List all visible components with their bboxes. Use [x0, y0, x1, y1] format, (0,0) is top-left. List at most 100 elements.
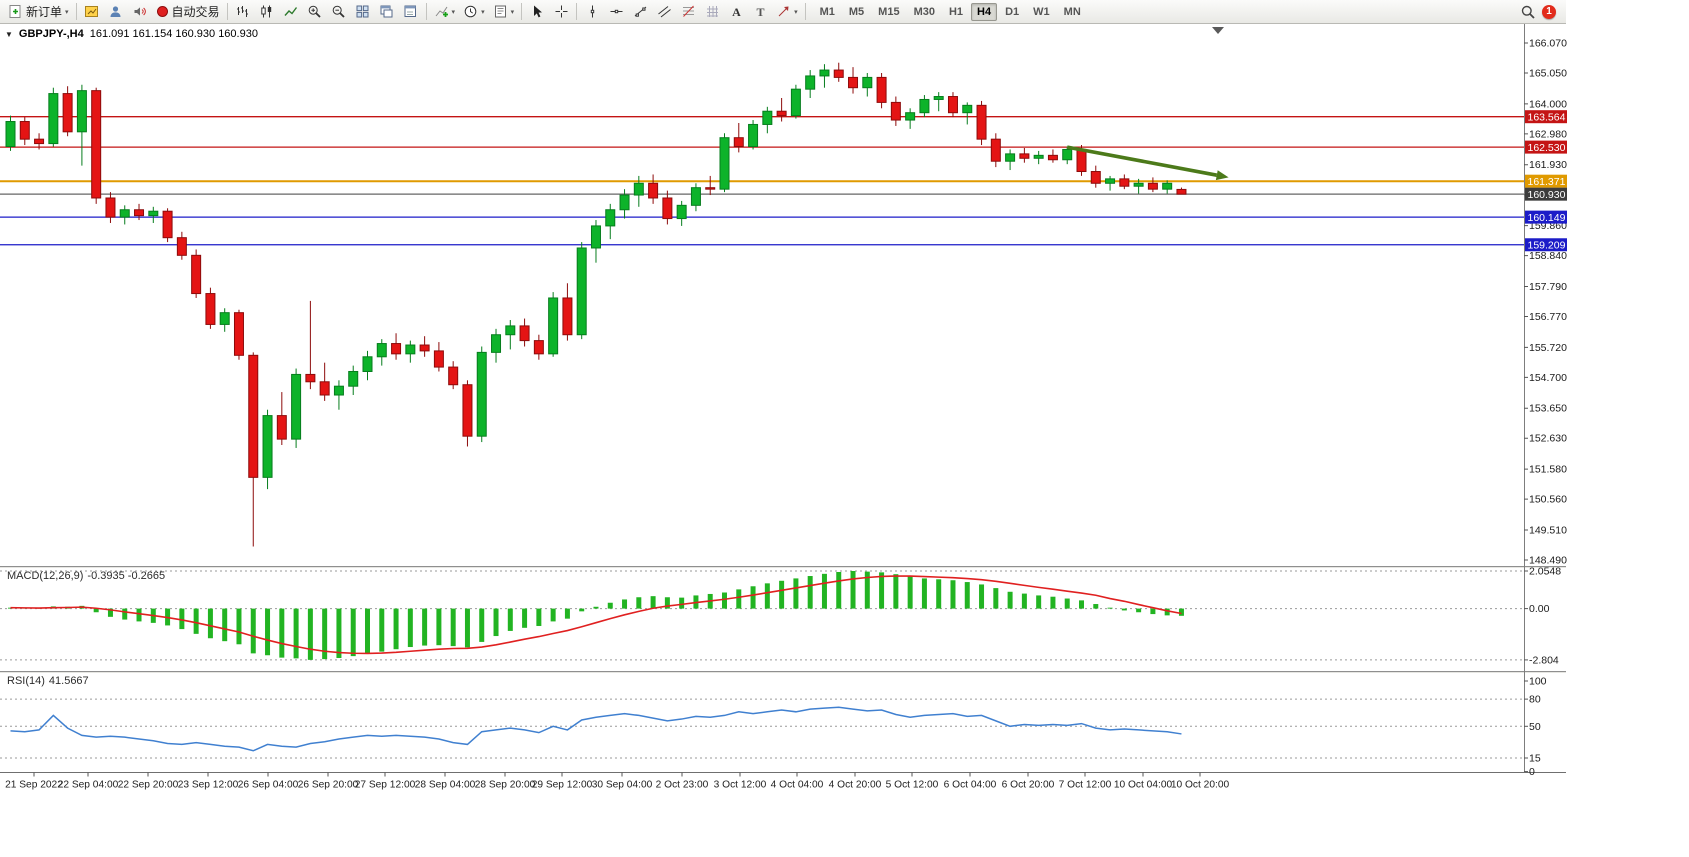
macd-axis-label: 0.00 [1529, 603, 1550, 615]
zoom-out-button[interactable] [327, 2, 351, 22]
profiles-button[interactable] [104, 2, 128, 22]
candle-body [862, 76, 873, 89]
trendline-button[interactable] [628, 2, 652, 22]
chevron-down-icon: ▾ [65, 8, 69, 16]
time-axis-label: 28 Sep 04:00 [415, 780, 476, 791]
candle-body [1133, 182, 1144, 187]
candle-body [519, 325, 530, 342]
window-cascade-icon [404, 5, 417, 17]
time-axis-label: 26 Sep 04:00 [238, 780, 299, 791]
timeframe-m1[interactable]: M1 [819, 5, 835, 18]
new-window-icon [380, 5, 393, 18]
candle-body [119, 209, 130, 218]
candle-body [62, 93, 73, 133]
line-chart-button[interactable] [279, 2, 303, 22]
tile-windows-button[interactable] [351, 2, 375, 22]
timeframe-w1[interactable]: W1 [1033, 5, 1050, 18]
arrows-tool-icon [778, 6, 789, 17]
timeframe-mn[interactable]: MN [1063, 5, 1081, 18]
price-axis-label: 153.650 [1529, 403, 1567, 415]
time-axis-label: 6 Oct 04:00 [944, 780, 997, 791]
candle-body [776, 110, 787, 117]
candle-body [319, 381, 330, 396]
timeframe-h1[interactable]: H1 [948, 5, 964, 18]
timeframe-m5[interactable]: M5 [848, 5, 865, 18]
cursor-icon [533, 5, 542, 18]
candle-body [333, 385, 344, 396]
horizontal-line-icon [610, 9, 623, 14]
template-icon [494, 5, 506, 18]
chart-shift-marker[interactable] [1212, 27, 1224, 34]
bar-chart-button[interactable] [231, 2, 255, 22]
level-price-text: 160.149 [1528, 212, 1566, 224]
candle-body [548, 297, 559, 355]
chevron-down-icon: ▾ [451, 8, 456, 16]
trend-arrow[interactable] [1066, 145, 1229, 181]
new-window-button[interactable] [375, 2, 399, 22]
candle-body [833, 69, 844, 78]
candle-body [976, 104, 987, 140]
sound-alert-button[interactable] [128, 2, 152, 22]
price-axis-label: 162.980 [1529, 128, 1567, 140]
price-level-lines[interactable] [0, 116, 1524, 246]
zoom-in-button[interactable] [303, 2, 327, 22]
cursor-button[interactable] [525, 2, 549, 22]
fibonacci-button[interactable] [676, 2, 700, 22]
chevron-down-icon: ▾ [794, 8, 798, 16]
price-axis-label: 152.630 [1529, 433, 1567, 445]
new-chart-icon [85, 6, 99, 17]
price-axis-label: 161.930 [1529, 159, 1567, 171]
text-button[interactable]: A [724, 2, 748, 22]
candle-body [1119, 178, 1130, 187]
vertical-line-icon [590, 5, 594, 18]
new-chart-button[interactable] [80, 2, 104, 22]
timeframe-m15[interactable]: M15 [878, 5, 900, 18]
candle-body [48, 93, 59, 145]
macd-values: -0.3935 -0.2665 [87, 570, 166, 582]
autotrading-button[interactable]: 自动交易 [152, 2, 224, 22]
candle-body [191, 254, 202, 295]
equidistant-channel-button[interactable] [652, 2, 676, 22]
periods-button[interactable]: ▾ [459, 2, 489, 22]
rsi-axis: 100 80 50 150 [1524, 676, 1547, 778]
candlestick-chart-button[interactable] [255, 2, 279, 22]
chevron-down-icon: ▾ [481, 8, 485, 16]
candle-body [1105, 178, 1116, 184]
rsi-axis-label: 50 [1529, 721, 1541, 733]
horizontal-line-button[interactable] [604, 2, 628, 22]
macd-axis: 2.0548 0.00 -2.804 [1524, 565, 1561, 666]
time-axis-label: 4 Oct 04:00 [771, 780, 824, 791]
text-label-button[interactable]: T [748, 2, 772, 22]
timeframe-m30[interactable]: M30 [913, 5, 935, 18]
timeframe-d1[interactable]: D1 [1005, 5, 1020, 18]
search-button[interactable] [1516, 2, 1540, 22]
arrows-tool-button[interactable]: ▾ [772, 2, 802, 22]
candle-body [134, 209, 145, 217]
candle-body [1176, 188, 1187, 195]
one-click-trading-toggle[interactable]: ▼ [5, 29, 13, 39]
candlestick-chart-icon [261, 5, 272, 18]
add-indicator-button[interactable]: ▾ [430, 2, 460, 22]
candle-body [905, 112, 916, 121]
notification-badge[interactable]: 1 [1542, 4, 1556, 19]
window-cascade-button[interactable] [399, 2, 423, 22]
timeframe-h4[interactable]: H4 [971, 2, 998, 21]
candle-body [476, 351, 487, 437]
sound-alert-icon [134, 7, 146, 16]
candle-body [91, 90, 102, 199]
grid-tool-button[interactable] [700, 2, 724, 22]
separator [576, 3, 578, 20]
template-button[interactable]: ▾ [489, 2, 519, 22]
separator [521, 3, 523, 20]
crosshair-button[interactable] [549, 2, 573, 22]
vertical-line-button[interactable] [580, 2, 604, 22]
new-order-button[interactable]: 新订单 ▾ [4, 2, 73, 22]
price-axis-label: 156.770 [1529, 311, 1567, 323]
time-axis-label: 22 Sep 04:00 [58, 780, 119, 791]
rsi-axis-label: 0 [1529, 766, 1535, 778]
candle-body [391, 343, 402, 355]
text-label-icon: T [756, 5, 764, 19]
level-price-text: 163.564 [1528, 111, 1566, 123]
